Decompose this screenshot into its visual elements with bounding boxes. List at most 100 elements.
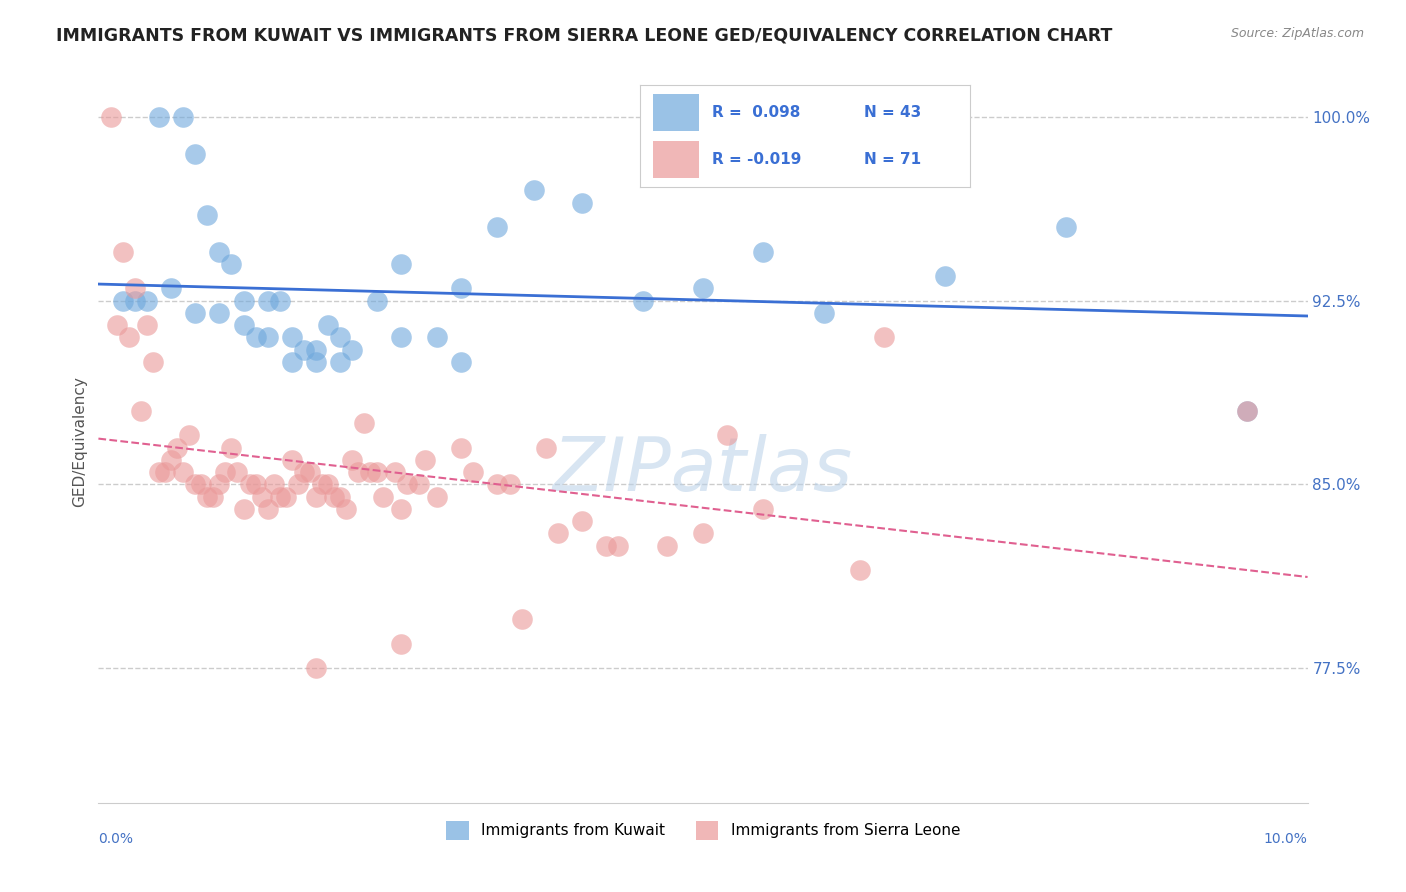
Point	[692, 526, 714, 541]
Point	[239, 477, 262, 491]
Point	[316, 318, 339, 333]
Point	[366, 293, 388, 308]
Point	[292, 465, 315, 479]
Point	[389, 257, 412, 271]
Point	[534, 441, 557, 455]
Point	[221, 441, 243, 455]
Point	[335, 502, 357, 516]
Point	[245, 330, 267, 344]
Point	[849, 563, 872, 577]
Point	[1236, 404, 1258, 418]
Point	[299, 465, 322, 479]
Point	[716, 428, 738, 442]
Point	[342, 343, 364, 357]
Point	[510, 612, 533, 626]
Text: ZIPatlas: ZIPatlas	[553, 434, 853, 507]
Point	[148, 465, 170, 479]
Point	[214, 465, 236, 479]
Point	[571, 514, 593, 528]
Point	[135, 318, 157, 333]
Point	[631, 293, 654, 308]
Point	[342, 453, 364, 467]
Point	[752, 244, 775, 259]
Point	[124, 281, 146, 295]
Point	[232, 502, 254, 516]
Point	[281, 330, 304, 344]
Point	[274, 490, 297, 504]
Point	[111, 244, 134, 259]
Point	[353, 416, 375, 430]
Point	[323, 490, 346, 504]
Point	[208, 306, 231, 320]
Point	[329, 355, 352, 369]
Point	[463, 465, 485, 479]
Point	[1054, 220, 1077, 235]
Point	[135, 293, 157, 308]
Point	[384, 465, 406, 479]
Point	[166, 441, 188, 455]
Point	[366, 465, 388, 479]
Point	[118, 330, 141, 344]
Point	[305, 343, 328, 357]
Point	[692, 281, 714, 295]
Point	[281, 355, 304, 369]
Point	[934, 269, 956, 284]
Text: N = 71: N = 71	[865, 153, 921, 167]
Point	[305, 490, 328, 504]
Text: R =  0.098: R = 0.098	[713, 105, 801, 120]
Point	[269, 293, 291, 308]
Point	[316, 477, 339, 491]
Text: 0.0%: 0.0%	[98, 831, 134, 846]
Point	[256, 330, 278, 344]
Point	[450, 281, 472, 295]
Point	[305, 661, 328, 675]
Point	[172, 465, 194, 479]
Point	[208, 477, 231, 491]
Point	[873, 330, 896, 344]
Point	[498, 477, 520, 491]
Point	[256, 293, 278, 308]
Text: IMMIGRANTS FROM KUWAIT VS IMMIGRANTS FROM SIERRA LEONE GED/EQUIVALENCY CORRELATI: IMMIGRANTS FROM KUWAIT VS IMMIGRANTS FRO…	[56, 27, 1112, 45]
Point	[360, 465, 382, 479]
Point	[221, 257, 243, 271]
Text: N = 43: N = 43	[865, 105, 922, 120]
Point	[195, 208, 218, 222]
Point	[226, 465, 249, 479]
Legend: Immigrants from Kuwait, Immigrants from Sierra Leone: Immigrants from Kuwait, Immigrants from …	[440, 815, 966, 846]
Point	[184, 146, 207, 161]
Point	[408, 477, 430, 491]
Y-axis label: GED/Equivalency: GED/Equivalency	[72, 376, 87, 507]
Point	[347, 465, 370, 479]
Point	[486, 220, 509, 235]
Point	[311, 477, 333, 491]
Point	[160, 453, 183, 467]
Text: Source: ZipAtlas.com: Source: ZipAtlas.com	[1230, 27, 1364, 40]
Point	[389, 637, 412, 651]
Point	[395, 477, 418, 491]
Text: R = -0.019: R = -0.019	[713, 153, 801, 167]
Point	[281, 453, 304, 467]
Point	[752, 502, 775, 516]
Point	[389, 502, 412, 516]
Point	[195, 490, 218, 504]
Point	[153, 465, 176, 479]
Point	[142, 355, 165, 369]
Point	[190, 477, 212, 491]
Point	[184, 306, 207, 320]
Point	[100, 110, 122, 124]
Point	[305, 355, 328, 369]
Point	[329, 490, 352, 504]
Point	[250, 490, 273, 504]
Point	[184, 477, 207, 491]
Point	[269, 490, 291, 504]
Point	[1236, 404, 1258, 418]
Point	[426, 490, 449, 504]
Point	[245, 477, 267, 491]
Bar	[652, 141, 699, 178]
Point	[111, 293, 134, 308]
Point	[486, 477, 509, 491]
Point	[208, 244, 231, 259]
Point	[547, 526, 569, 541]
Point	[426, 330, 449, 344]
Point	[371, 490, 394, 504]
